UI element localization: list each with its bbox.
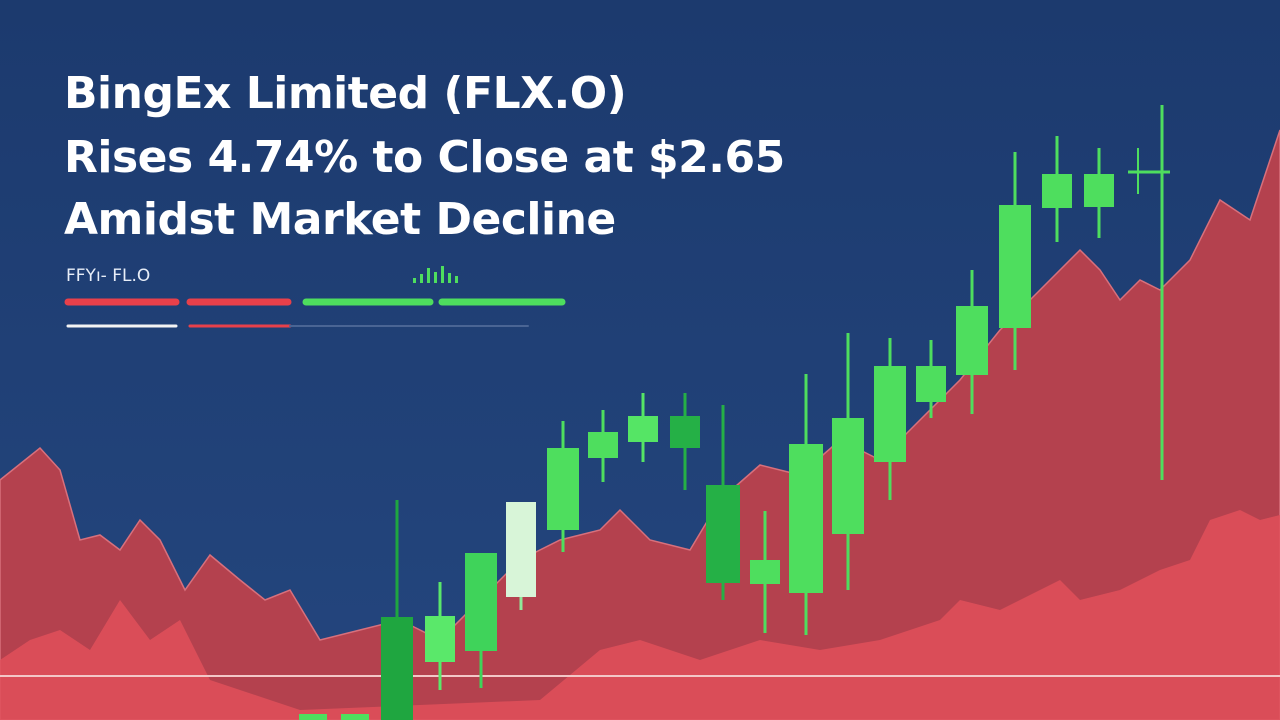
candle-body: [506, 502, 536, 597]
candle-body: [832, 418, 864, 534]
decoration: [441, 266, 444, 283]
indicator-lines: [64, 298, 566, 328]
title-line: BingEx Limited (FLX.O): [64, 68, 626, 119]
candle-body: [1042, 174, 1072, 208]
candle-body: [1084, 174, 1114, 207]
candles: [299, 105, 1170, 720]
title-line: Rises 4.74% to Close at $2.65: [64, 132, 785, 183]
mini-bars: [413, 266, 458, 283]
decoration: [427, 268, 430, 283]
candle-body: [706, 485, 740, 583]
decoration: [448, 273, 451, 283]
candle-body: [465, 553, 497, 651]
candle-body: [547, 448, 579, 530]
decoration: [413, 278, 416, 283]
candle-body: [425, 616, 455, 662]
candle-body: [381, 617, 413, 720]
title-line: Amidst Market Decline: [64, 194, 616, 245]
candle-body: [299, 714, 327, 720]
candle-body: [588, 432, 618, 458]
decoration: [420, 274, 423, 283]
candle-body: [874, 366, 906, 462]
candle-body: [789, 444, 823, 593]
front-area: [0, 510, 1280, 720]
decoration: [455, 276, 458, 283]
candle-body: [999, 205, 1031, 328]
back-area: [0, 129, 1280, 720]
candle-body: [956, 306, 988, 375]
candle-body: [341, 714, 369, 720]
ticker-label: FFYı- FL.O: [66, 266, 150, 286]
candle-body: [916, 366, 946, 402]
decoration: [434, 272, 437, 283]
candle-body: [750, 560, 780, 584]
candle-body: [628, 416, 658, 442]
candle-body: [670, 416, 700, 448]
